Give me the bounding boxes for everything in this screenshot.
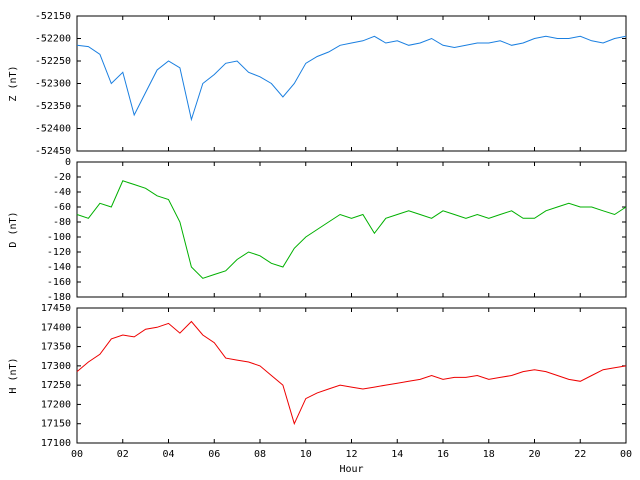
plot-frame (76, 307, 627, 444)
plot-frame (76, 161, 627, 298)
x-tick-label: 18 (483, 449, 495, 460)
data-line (76, 320, 627, 426)
x-tick-label: 00 (71, 449, 83, 460)
y-tick-label: -52150 (35, 11, 71, 22)
y-tick-label: -180 (47, 292, 71, 303)
y-tick-label: -120 (47, 247, 71, 258)
y-tick-label: 17250 (41, 380, 71, 391)
y-tick-label: -52350 (35, 101, 71, 112)
data-line (76, 35, 627, 122)
y-tick-label: -52400 (35, 124, 71, 135)
data-line (76, 180, 627, 279)
x-tick-label: 06 (208, 449, 220, 460)
x-tick-label: 22 (574, 449, 586, 460)
x-tick-label: 14 (391, 449, 403, 460)
y-tick-label: -80 (53, 217, 71, 228)
y-tick-label: -52200 (35, 34, 71, 45)
y-tick-label: -160 (47, 277, 71, 288)
x-tick-label: 02 (117, 449, 129, 460)
x-tick-label: 20 (528, 449, 540, 460)
x-axis-label: Hour (339, 464, 363, 475)
y-tick-label: -52250 (35, 56, 71, 67)
y-tick-label: -60 (53, 202, 71, 213)
x-tick-label: 08 (254, 449, 266, 460)
y-tick-label: -20 (53, 172, 71, 183)
x-tick-label: 00 (620, 449, 632, 460)
y-tick-label: 17400 (41, 322, 71, 333)
y-tick-label: 17300 (41, 361, 71, 372)
y-axis-label: D (nT) (8, 211, 19, 247)
y-tick-label: 17450 (41, 303, 71, 314)
y-tick-label: -140 (47, 262, 71, 273)
y-axis-label: H (nT) (8, 357, 19, 393)
y-tick-label: 17200 (41, 399, 71, 410)
y-tick-label: 17350 (41, 342, 71, 353)
y-tick-label: 17100 (41, 438, 71, 449)
y-tick-label: -52450 (35, 146, 71, 157)
y-axis-label: Z (nT) (8, 65, 19, 101)
x-tick-label: 12 (345, 449, 357, 460)
x-tick-label: 10 (300, 449, 312, 460)
y-tick-label: 0 (65, 157, 71, 168)
x-tick-label: 04 (162, 449, 174, 460)
y-tick-label: 17150 (41, 419, 71, 430)
y-tick-label: -52300 (35, 79, 71, 90)
y-tick-label: -40 (53, 187, 71, 198)
x-tick-label: 16 (437, 449, 449, 460)
y-tick-label: -100 (47, 232, 71, 243)
